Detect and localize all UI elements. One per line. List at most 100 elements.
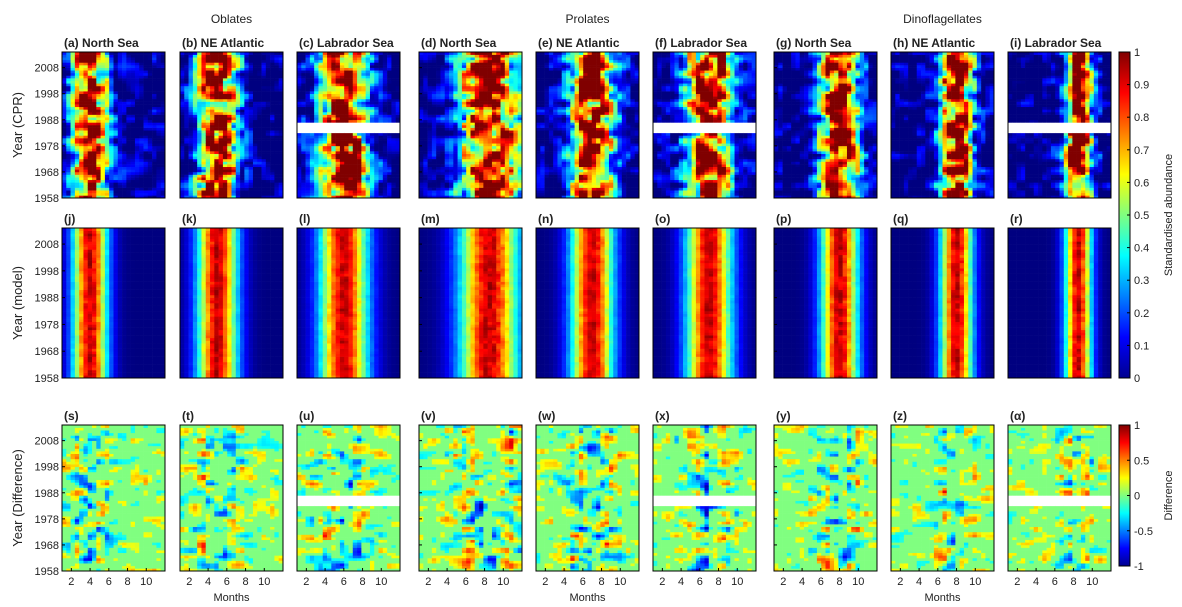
heatmap-cell [244, 78, 249, 81]
heatmap-cell [274, 182, 279, 185]
heatmap-cell [227, 135, 232, 138]
heatmap-cell [466, 91, 471, 94]
heatmap-cell [232, 148, 237, 151]
heatmap-cell [391, 81, 396, 84]
heatmap-cell [139, 167, 144, 170]
heatmap-cell [306, 91, 311, 94]
heatmap-cell [62, 151, 67, 154]
heatmap-cell [109, 112, 114, 115]
heatmap-cell [471, 188, 476, 191]
heatmap-cell [428, 164, 433, 167]
heatmap-cell [370, 172, 375, 175]
heatmap-cell [323, 156, 328, 159]
heatmap-cell [223, 167, 228, 170]
heatmap-cell [453, 164, 458, 167]
heatmap-cell [462, 180, 467, 183]
heatmap-cell [105, 117, 110, 120]
heatmap-cell [62, 182, 67, 185]
heatmap-cell [214, 94, 219, 97]
heatmap-cell [66, 164, 71, 167]
heatmap-cell [92, 115, 97, 118]
heatmap-cell [462, 65, 467, 68]
heatmap-cell [180, 162, 185, 165]
heatmap-cell [306, 70, 311, 73]
heatmap-cell [310, 62, 315, 65]
heatmap-cell [318, 130, 323, 133]
heatmap-cell [374, 109, 379, 112]
heatmap-cell [79, 104, 84, 107]
heatmap-cell [318, 135, 323, 138]
heatmap-cell [301, 107, 306, 110]
heatmap-cell [449, 81, 454, 84]
heatmap-cell [193, 188, 198, 191]
heatmap-cell [66, 172, 71, 175]
heatmap-cell [306, 177, 311, 180]
heatmap-cell [71, 128, 76, 131]
heatmap-cell [462, 68, 467, 71]
heatmap-cell [126, 138, 131, 141]
heatmap-cell [306, 125, 311, 128]
heatmap-cell [101, 180, 106, 183]
heatmap-cell [83, 148, 88, 151]
heatmap-cell [306, 83, 311, 86]
heatmap-cell [440, 177, 445, 180]
heatmap-cell [262, 159, 267, 162]
heatmap-cell [331, 73, 336, 76]
heatmap-cell [301, 172, 306, 175]
heatmap-cell [331, 81, 336, 84]
heatmap-cell [391, 141, 396, 144]
heatmap-cell [440, 109, 445, 112]
heatmap-cell [139, 154, 144, 157]
heatmap-cell [152, 169, 157, 172]
heatmap-cell [301, 164, 306, 167]
heatmap-cell [428, 62, 433, 65]
heatmap-cell [301, 96, 306, 99]
heatmap-cell [387, 135, 392, 138]
heatmap-cell [71, 55, 76, 58]
heatmap-cell [301, 151, 306, 154]
heatmap-cell [274, 193, 279, 196]
heatmap-cell [266, 148, 271, 151]
heatmap-cell [156, 65, 161, 68]
heatmap-cell [75, 128, 80, 131]
heatmap-cell [131, 141, 136, 144]
heatmap-cell [257, 154, 262, 157]
heatmap-cell [144, 55, 149, 58]
heatmap-cell [262, 65, 267, 68]
heatmap-cell [466, 109, 471, 112]
heatmap-cell [206, 125, 211, 128]
heatmap-cell [236, 175, 241, 178]
heatmap-cell [240, 175, 245, 178]
heatmap-cell [152, 175, 157, 178]
heatmap-cell [139, 162, 144, 165]
heatmap-cell [310, 188, 315, 191]
heatmap-cell [318, 107, 323, 110]
heatmap-cell [266, 151, 271, 154]
heatmap-cell [357, 182, 362, 185]
heatmap-cell [180, 154, 185, 157]
heatmap-cell [253, 182, 258, 185]
heatmap-cell [249, 60, 254, 63]
heatmap-cell [131, 75, 136, 78]
heatmap-cell [314, 151, 319, 154]
heatmap-cell [331, 164, 336, 167]
heatmap-cell [423, 65, 428, 68]
heatmap-cell [270, 73, 275, 76]
heatmap-cell [135, 193, 140, 196]
heatmap-cell [139, 91, 144, 94]
heatmap-cell [206, 89, 211, 92]
heatmap-cell [79, 177, 84, 180]
heatmap-cell [301, 177, 306, 180]
heatmap-cell [210, 96, 215, 99]
heatmap-cell [214, 128, 219, 131]
heatmap-cell [318, 89, 323, 92]
heatmap-cell [189, 164, 194, 167]
heatmap-cell [139, 180, 144, 183]
heatmap-cell [180, 169, 185, 172]
heatmap-cell [323, 65, 328, 68]
heatmap-cell [306, 148, 311, 151]
heatmap-cell [349, 133, 354, 136]
heatmap-cell [361, 154, 366, 157]
heatmap-cell [257, 172, 262, 175]
heatmap-cell [370, 86, 375, 89]
